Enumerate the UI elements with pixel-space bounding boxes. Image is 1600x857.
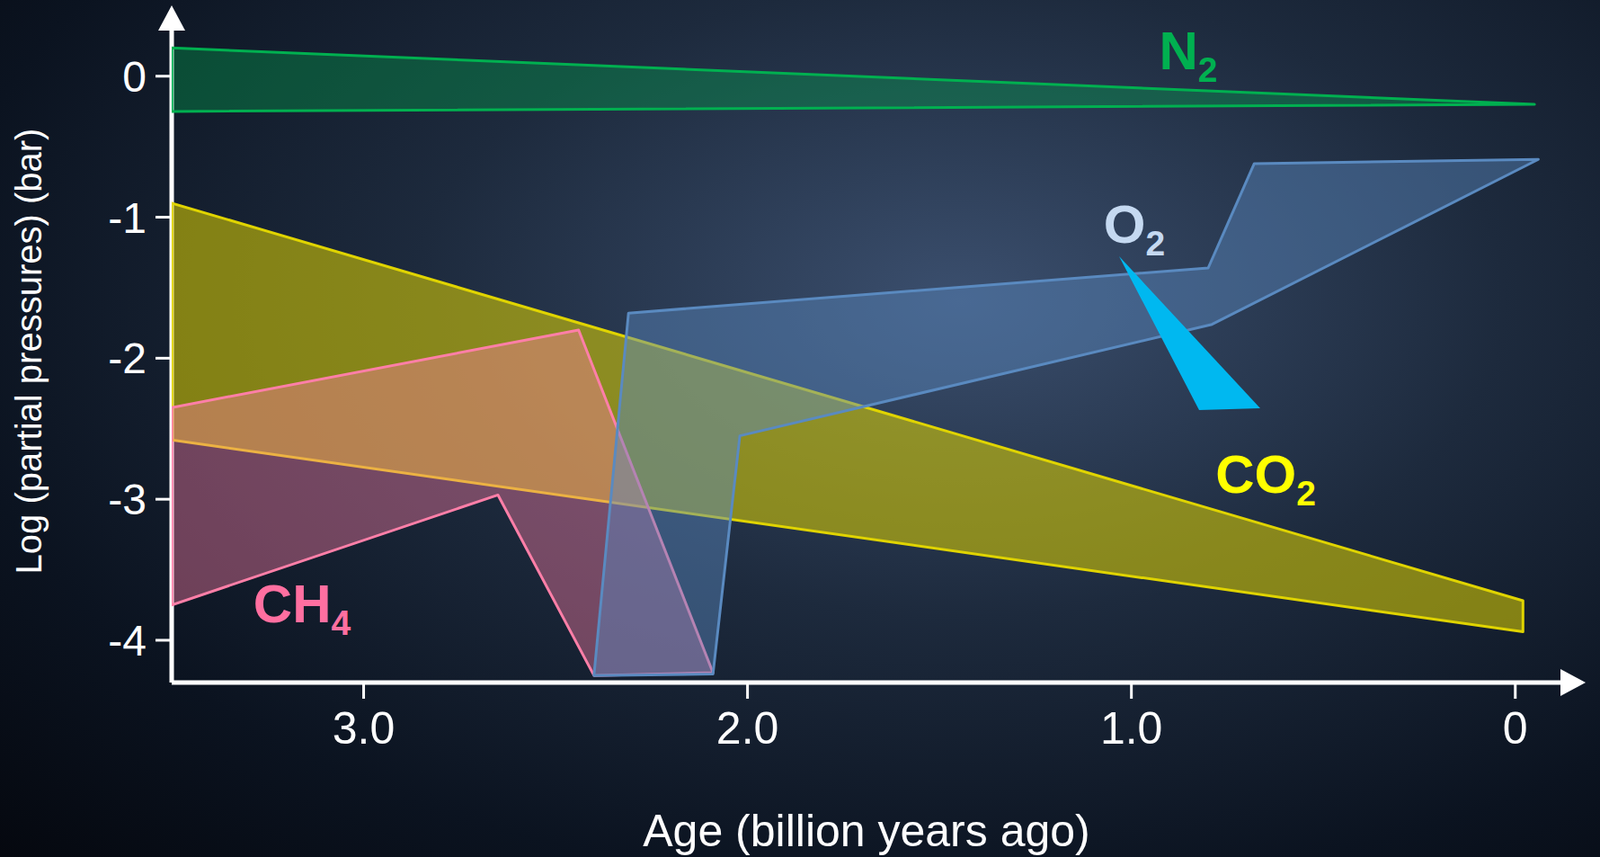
svg-text:CO2: CO2 xyxy=(1215,444,1316,513)
svg-text:-3: -3 xyxy=(107,475,147,524)
svg-text:N2: N2 xyxy=(1158,20,1218,89)
svg-text:2.0: 2.0 xyxy=(716,702,780,754)
svg-text:3.0: 3.0 xyxy=(332,702,396,754)
svg-text:Log (partial pressures) (bar): Log (partial pressures) (bar) xyxy=(8,128,49,575)
svg-text:0: 0 xyxy=(122,53,147,101)
svg-text:Age (billion years ago): Age (billion years ago) xyxy=(642,805,1091,856)
svg-text:O2: O2 xyxy=(1103,194,1165,263)
svg-text:-2: -2 xyxy=(107,334,147,383)
svg-text:1.0: 1.0 xyxy=(1100,702,1164,754)
svg-text:CH4: CH4 xyxy=(253,573,352,642)
svg-text:-1: -1 xyxy=(107,194,147,242)
svg-text:-4: -4 xyxy=(107,616,147,665)
svg-text:0: 0 xyxy=(1502,702,1529,754)
